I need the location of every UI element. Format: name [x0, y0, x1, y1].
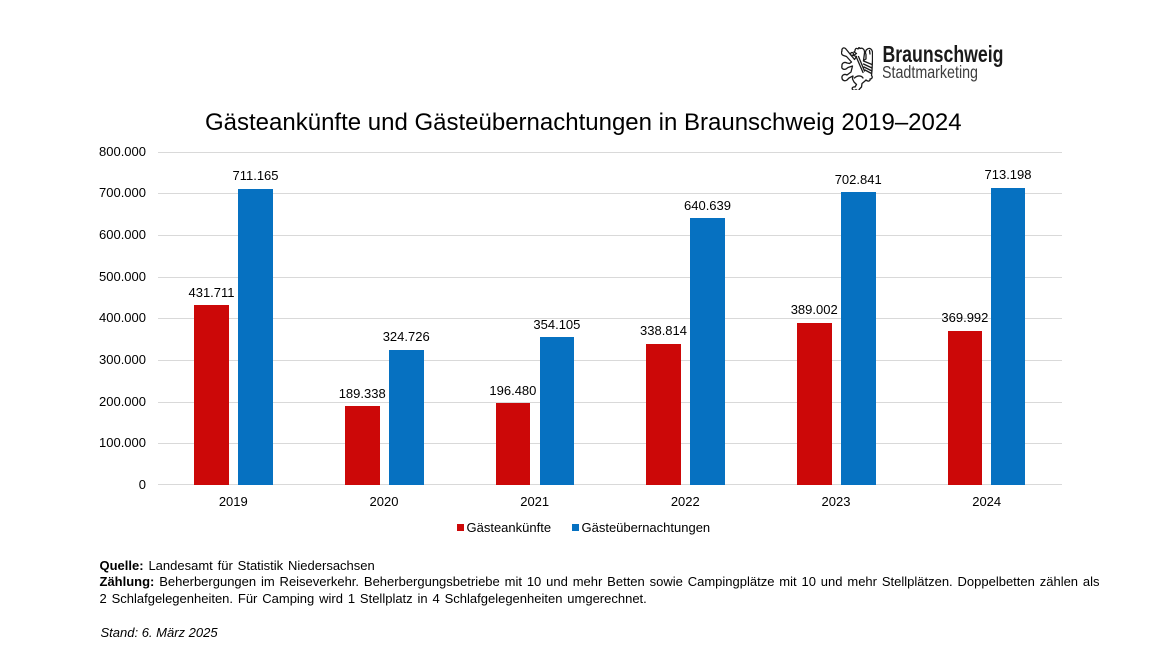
svg-text:Braunschweig: Braunschweig	[883, 41, 1004, 67]
svg-text:Stadtmarketing: Stadtmarketing	[883, 62, 978, 82]
